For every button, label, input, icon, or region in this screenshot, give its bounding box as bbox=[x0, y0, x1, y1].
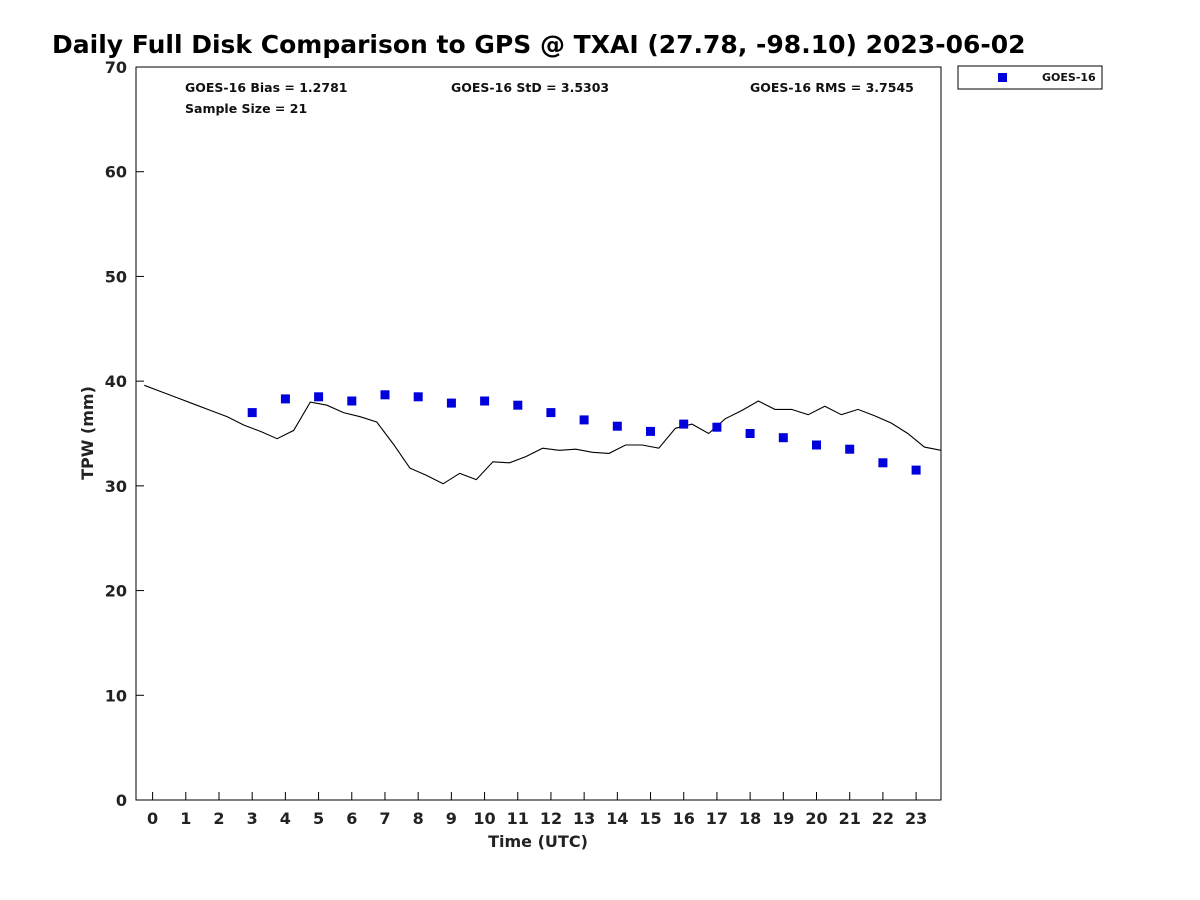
goes16-point-8 bbox=[413, 392, 423, 402]
x-tick-label-22: 22 bbox=[872, 809, 894, 828]
goes16-point-12 bbox=[546, 408, 556, 418]
x-tick-label-17: 17 bbox=[706, 809, 728, 828]
gps-series bbox=[144, 384, 942, 485]
y-tick-label-70: 70 bbox=[105, 58, 127, 77]
goes16-point-13 bbox=[579, 415, 589, 425]
gps-line bbox=[144, 384, 942, 485]
x-tick-label-9: 9 bbox=[446, 809, 457, 828]
x-tick-label-13: 13 bbox=[573, 809, 595, 828]
x-tick-label-2: 2 bbox=[213, 809, 224, 828]
x-tick-label-16: 16 bbox=[673, 809, 695, 828]
goes16-point-15 bbox=[646, 426, 655, 436]
x-tick-label-12: 12 bbox=[540, 809, 562, 828]
y-tick-label-40: 40 bbox=[105, 372, 127, 391]
x-tick-label-5: 5 bbox=[313, 809, 324, 828]
x-tick-label-15: 15 bbox=[639, 809, 661, 828]
goes16-point-11 bbox=[513, 400, 523, 410]
y-tick-label-0: 0 bbox=[116, 791, 127, 810]
legend-label-goes16: GOES-16 bbox=[1042, 71, 1096, 84]
stat-std: GOES-16 StD = 3.5303 bbox=[451, 80, 609, 95]
y-axis-ticks: 0 10 20 30 40 50 60 70 bbox=[105, 58, 144, 810]
goes16-point-23 bbox=[911, 465, 921, 475]
x-axis-label: Time (UTC) bbox=[488, 832, 588, 851]
goes16-point-9 bbox=[446, 398, 456, 408]
x-tick-label-7: 7 bbox=[379, 809, 390, 828]
x-tick-label-11: 11 bbox=[507, 809, 529, 828]
y-tick-label-60: 60 bbox=[105, 163, 127, 182]
goes16-point-22 bbox=[878, 458, 888, 468]
goes16-point-14 bbox=[612, 421, 622, 431]
legend-marker-goes16 bbox=[998, 73, 1007, 82]
goes16-series bbox=[247, 390, 921, 475]
x-tick-label-18: 18 bbox=[739, 809, 761, 828]
chart-title: Daily Full Disk Comparison to GPS @ TXAI… bbox=[52, 30, 1026, 59]
x-tick-label-14: 14 bbox=[606, 809, 628, 828]
stat-rms: GOES-16 RMS = 3.7545 bbox=[750, 80, 914, 95]
goes16-point-6 bbox=[347, 396, 357, 406]
goes16-point-3 bbox=[247, 408, 257, 418]
y-tick-label-50: 50 bbox=[105, 267, 127, 286]
x-tick-label-1: 1 bbox=[180, 809, 191, 828]
goes16-point-17 bbox=[712, 422, 722, 432]
x-tick-label-4: 4 bbox=[280, 809, 291, 828]
x-tick-label-3: 3 bbox=[247, 809, 258, 828]
x-tick-label-21: 21 bbox=[839, 809, 861, 828]
goes16-point-10 bbox=[480, 396, 490, 406]
x-tick-label-0: 0 bbox=[147, 809, 158, 828]
plot-area bbox=[135, 66, 942, 801]
goes16-point-4 bbox=[280, 394, 290, 404]
stat-bias: GOES-16 Bias = 1.2781 bbox=[185, 80, 347, 95]
goes16-point-20 bbox=[812, 440, 821, 450]
legend-box bbox=[957, 65, 1103, 90]
legend: GOES-16 bbox=[957, 65, 1103, 90]
y-axis-label: TPW (mm) bbox=[78, 386, 97, 480]
x-tick-label-10: 10 bbox=[473, 809, 495, 828]
y-tick-label-10: 10 bbox=[105, 686, 127, 705]
y-tick-label-30: 30 bbox=[105, 477, 127, 496]
goes16-point-7 bbox=[380, 390, 390, 400]
x-tick-label-19: 19 bbox=[772, 809, 794, 828]
goes16-point-19 bbox=[778, 433, 788, 443]
x-tick-label-23: 23 bbox=[905, 809, 927, 828]
x-tick-label-20: 20 bbox=[805, 809, 827, 828]
x-tick-label-6: 6 bbox=[346, 809, 357, 828]
goes16-point-5 bbox=[314, 392, 324, 402]
stat-sample-size: Sample Size = 21 bbox=[185, 101, 307, 116]
goes16-point-21 bbox=[845, 444, 855, 454]
goes16-point-18 bbox=[745, 429, 755, 438]
x-tick-label-8: 8 bbox=[413, 809, 424, 828]
goes16-point-16 bbox=[679, 419, 689, 429]
x-axis-ticks: 0 1 2 3 4 5 6 7 8 9 10 11 12 13 14 15 16 17 18 19 20 21 22 23 bbox=[147, 792, 927, 828]
y-tick-label-20: 20 bbox=[105, 582, 127, 601]
